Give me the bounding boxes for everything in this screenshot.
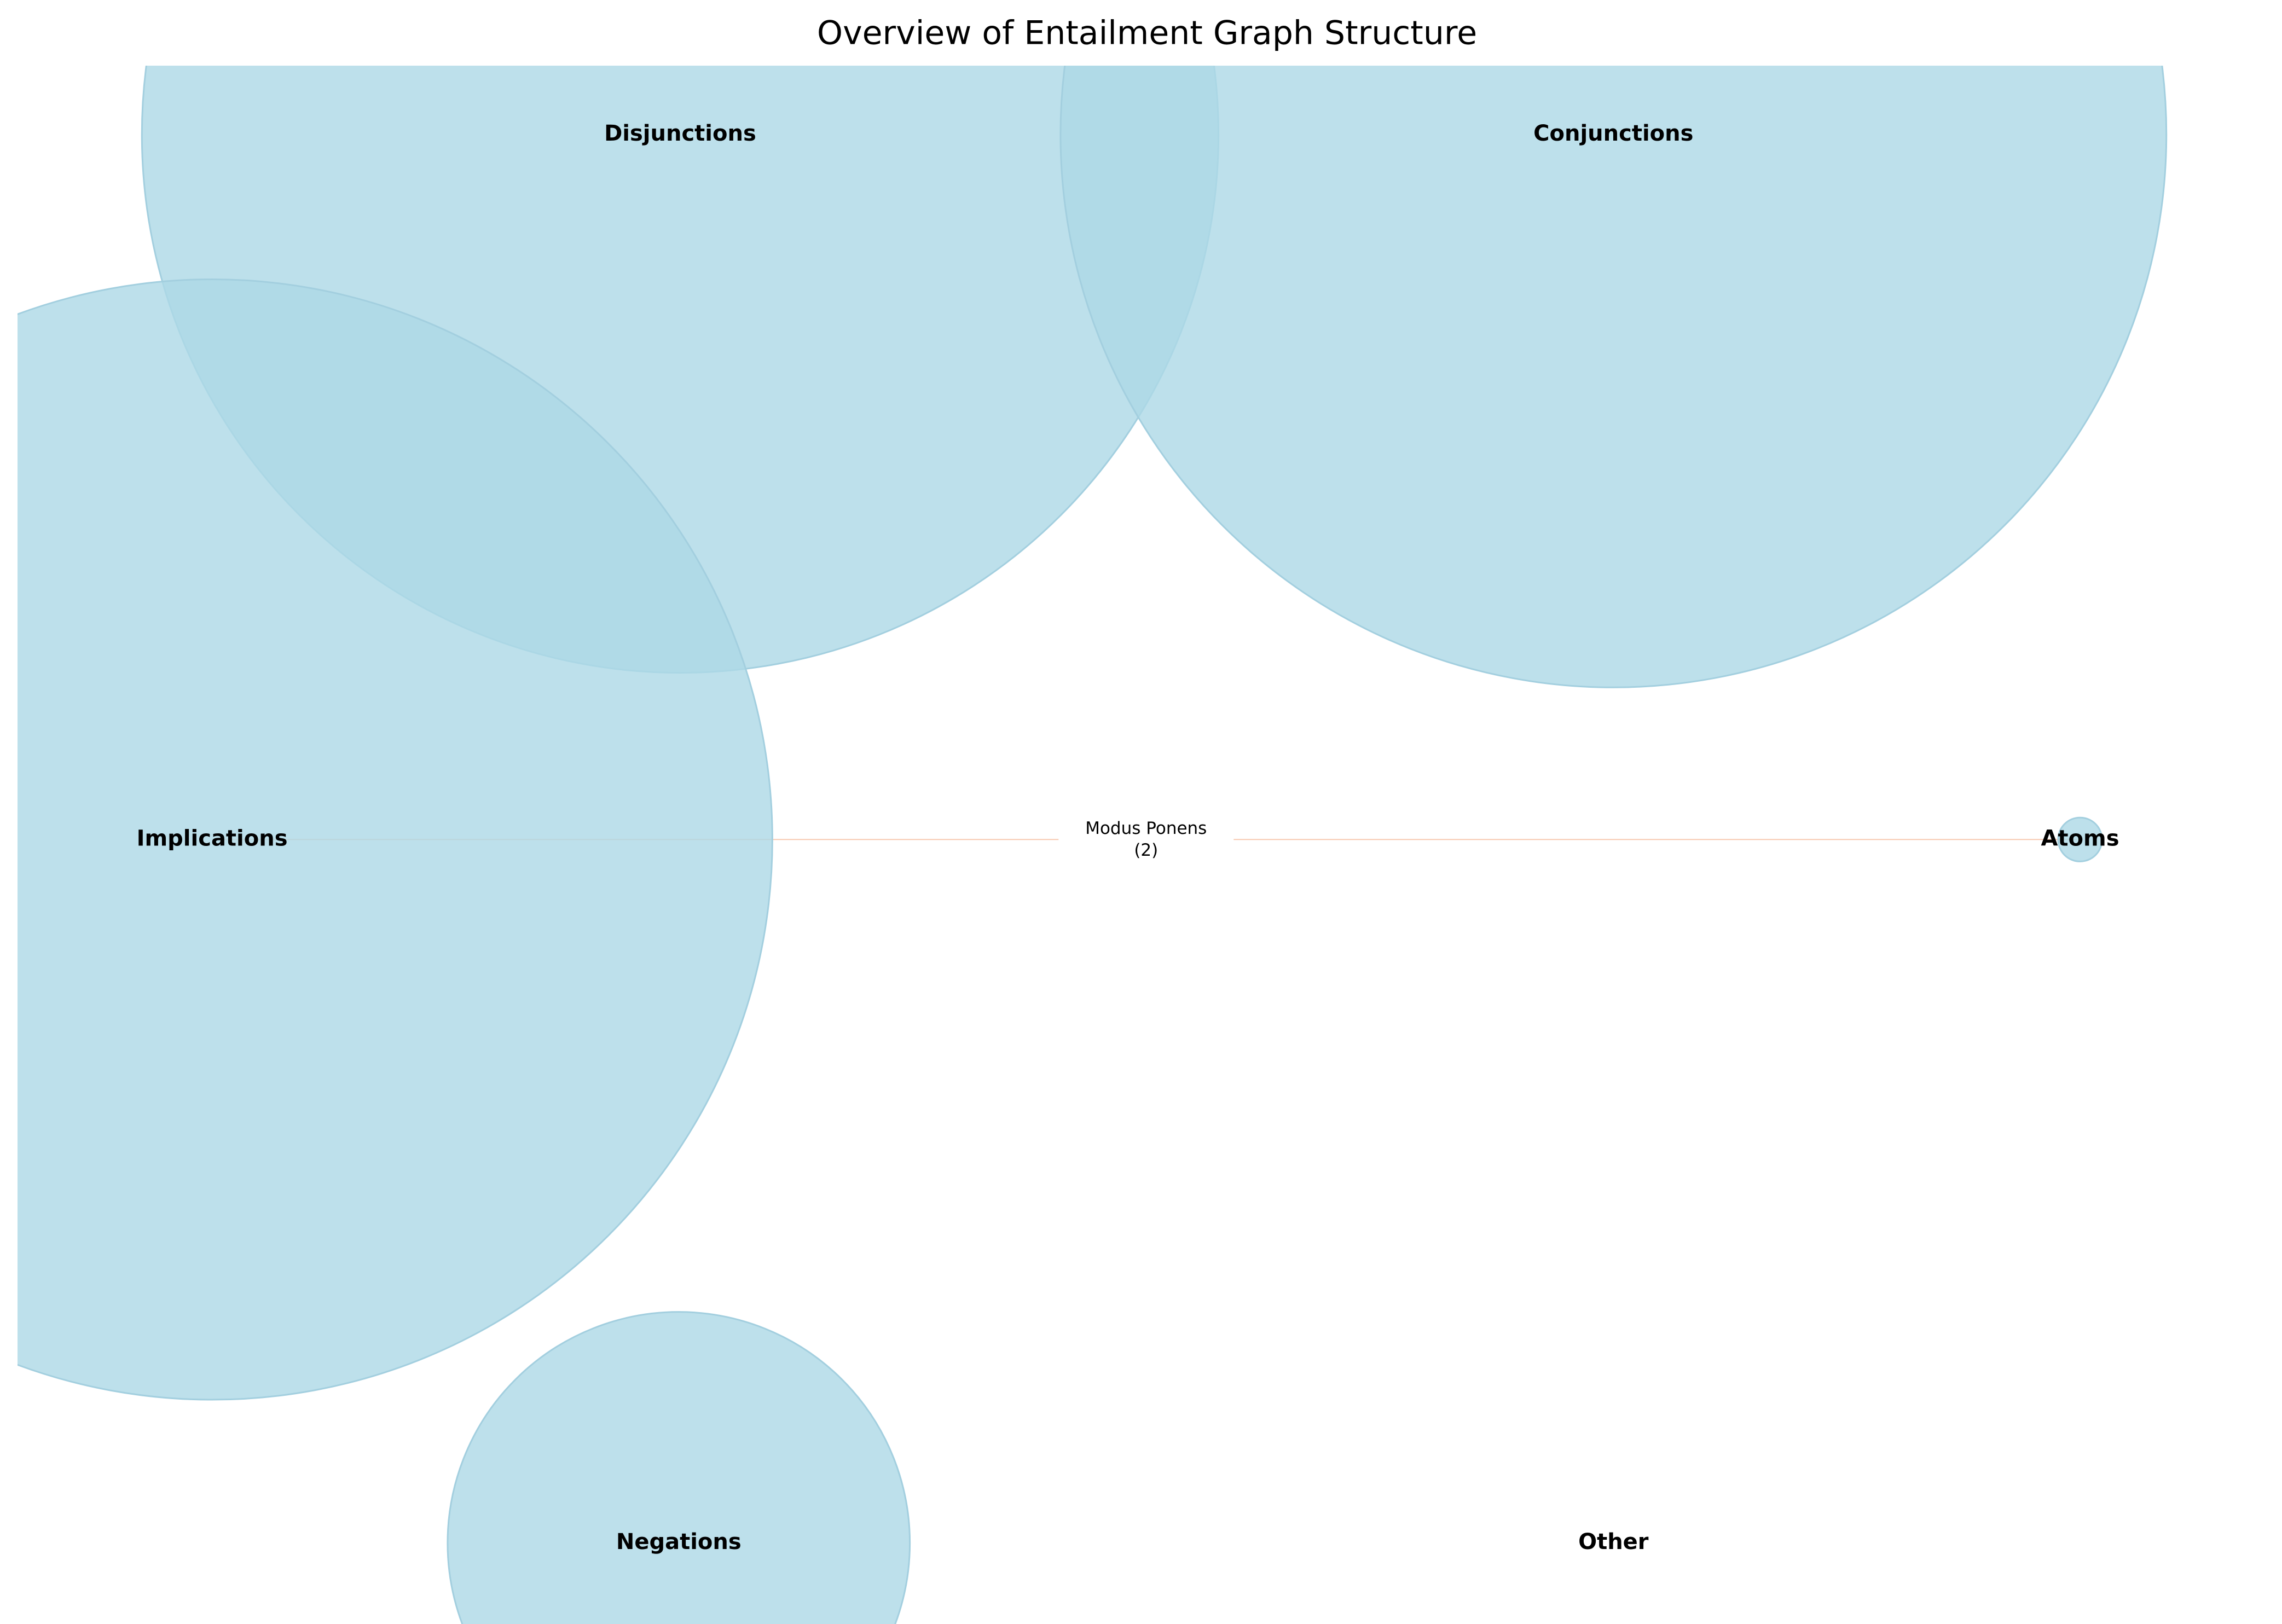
diagram-title: Overview of Entailment Graph Structure xyxy=(817,14,1477,53)
node-label: Negations xyxy=(616,1529,742,1555)
node-circle xyxy=(1059,66,2167,688)
node-label: Disjunctions xyxy=(604,121,756,146)
node-label: Atoms xyxy=(2041,826,2119,851)
node-label: Implications xyxy=(137,826,288,851)
node-circle xyxy=(2057,816,2103,862)
plot-area: Disjunctions Conjunctions Implications Atom… xyxy=(18,66,2167,1624)
edge-label-box xyxy=(1058,817,1234,862)
node-label: Conjunctions xyxy=(1533,121,1693,146)
node-label: Other xyxy=(1578,1529,1649,1555)
node-circle xyxy=(447,1311,911,1624)
edge-count: (2) xyxy=(1134,840,1158,860)
edge-label: Modus Ponens xyxy=(1085,819,1207,838)
node-circle xyxy=(18,279,773,1401)
